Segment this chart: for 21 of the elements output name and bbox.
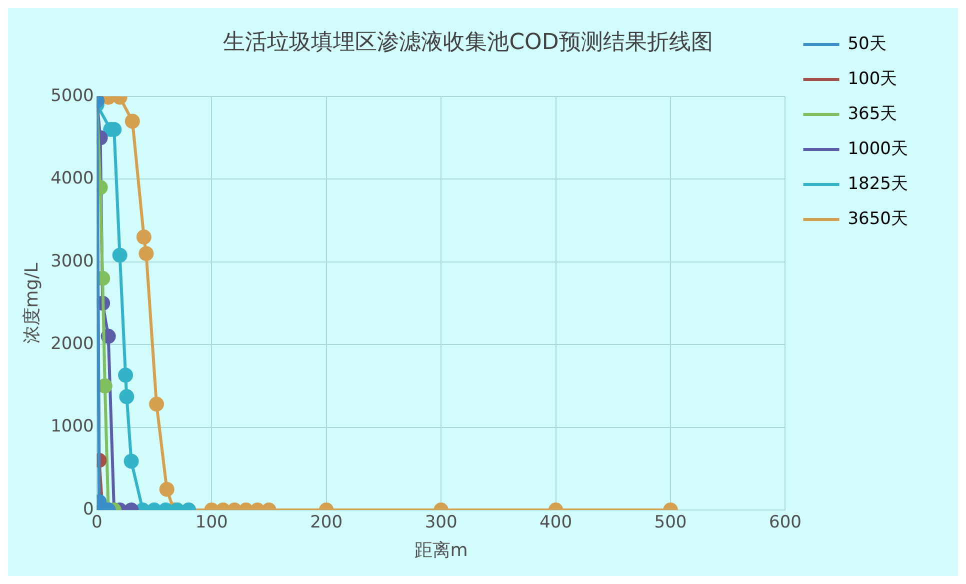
x-tick-label: 300	[424, 512, 458, 533]
y-axis-title: 浓度mg/L	[21, 262, 42, 344]
legend-label: 3650天	[848, 208, 908, 229]
x-tick-label: 400	[540, 512, 572, 533]
y-tick-label: 5000	[50, 86, 94, 106]
x-tick-label: 500	[654, 512, 687, 533]
chart-title: 生活垃圾填埋区渗滤液收集池COD预测结果折线图	[223, 30, 713, 55]
y-tick-label: 0	[83, 499, 94, 520]
y-tick-label: 2000	[50, 334, 94, 354]
x-tick-label: 100	[195, 512, 228, 533]
x-tick-label: 200	[310, 512, 343, 533]
legend-label: 100天	[848, 68, 898, 89]
legend-label: 1825天	[848, 174, 908, 194]
y-tick-label: 1000	[50, 416, 94, 437]
legend-label: 50天	[848, 34, 886, 54]
y-tick-label: 3000	[50, 251, 94, 272]
x-tick-label: 600	[769, 512, 802, 533]
x-axis-title: 距离m	[414, 540, 468, 561]
y-tick-label: 4000	[50, 168, 94, 189]
legend-label: 1000天	[848, 138, 908, 159]
legend-label: 365天	[848, 104, 898, 124]
